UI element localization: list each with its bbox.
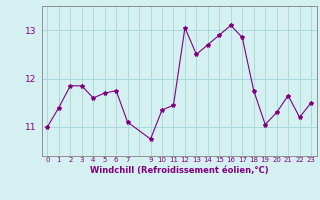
X-axis label: Windchill (Refroidissement éolien,°C): Windchill (Refroidissement éolien,°C): [90, 166, 268, 175]
